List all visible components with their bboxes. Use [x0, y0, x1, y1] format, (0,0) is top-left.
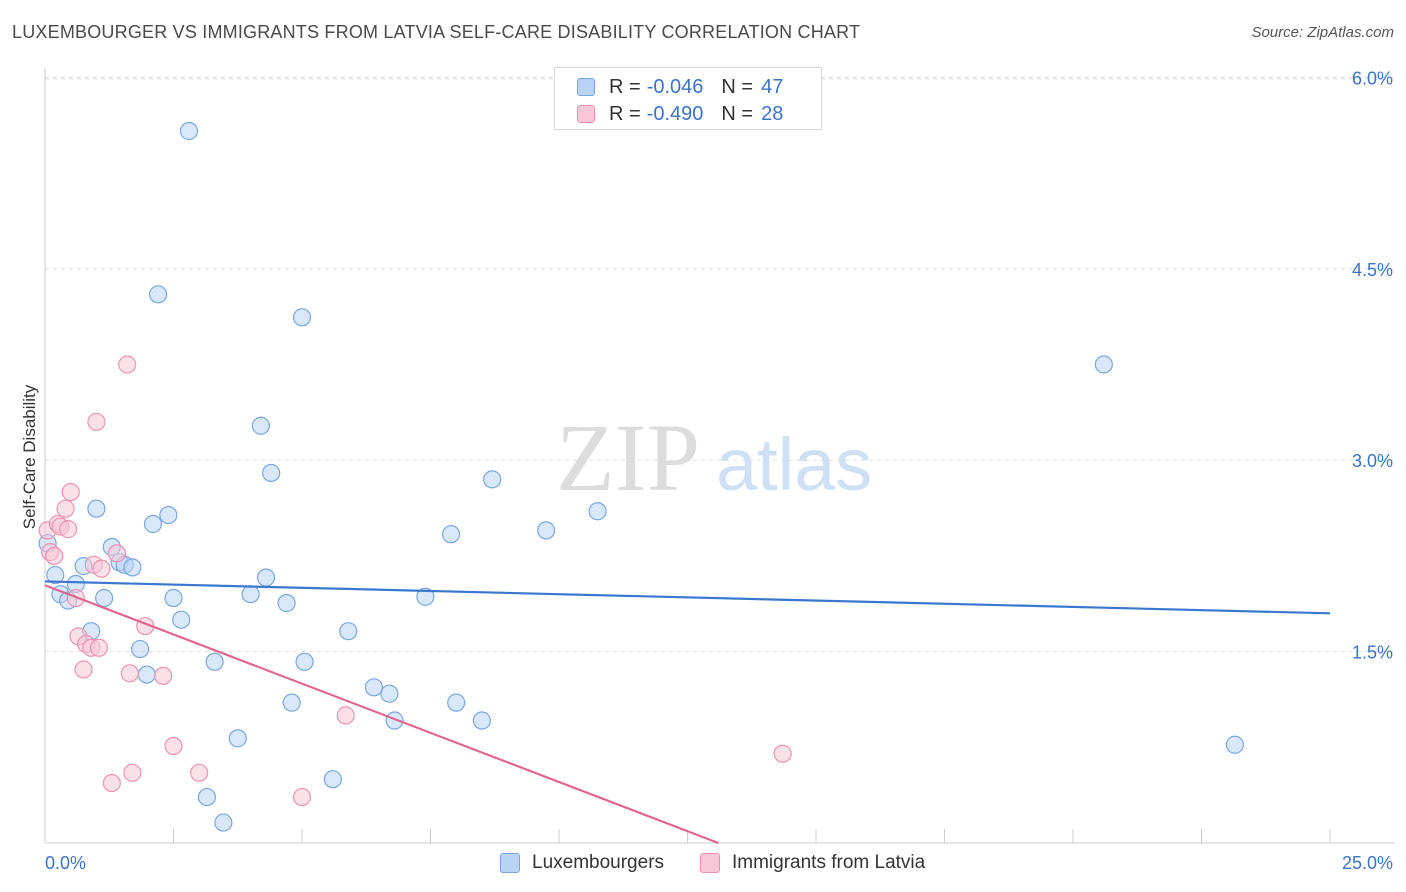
luxembourger-point: [256, 568, 276, 587]
latvia-point: [118, 355, 137, 374]
luxembourger-point: [143, 514, 163, 534]
series-legend-latvia[interactable]: Immigrants from Latvia: [700, 852, 925, 874]
legend-r-value: -0.046: [646, 75, 704, 98]
watermark-atlas: atlas: [716, 423, 872, 506]
x-tick-label-min: 0.0%: [45, 853, 86, 873]
luxembourger-point: [179, 121, 199, 141]
tick-labels: 1.5% 3.0% 4.5% 6.0% 0.0% 25.0%: [45, 68, 1393, 873]
luxembourger-point: [46, 565, 65, 585]
luxembourger-point: [441, 525, 461, 544]
legend-n-value: 28: [761, 102, 784, 125]
luxembourger-point: [588, 502, 607, 521]
y-axis-label: Self-Care Disability: [20, 384, 39, 529]
luxembourger-point: [130, 639, 150, 659]
watermark-zip: ZIP: [556, 404, 700, 511]
latvia-point: [336, 706, 355, 725]
luxembourger-point: [262, 463, 281, 483]
luxembourger-point: [172, 610, 191, 629]
source-label: Source: ZipAtlas.com: [1251, 24, 1394, 41]
legend-r-label: R =: [609, 75, 641, 98]
latvia-point: [59, 520, 78, 539]
legend-r-label: R =: [609, 102, 641, 125]
latvia-point: [87, 412, 106, 432]
luxembourger-point: [292, 308, 312, 327]
series-swatch-pink: [700, 853, 720, 873]
latvia-trend-line: [44, 584, 719, 845]
luxembourger-point: [295, 652, 314, 671]
luxembourger-point: [214, 813, 233, 832]
latvia-point: [74, 660, 93, 679]
latvia-point: [773, 744, 792, 763]
series-swatch-blue: [500, 853, 520, 873]
x-tick-label-max: 25.0%: [1342, 853, 1393, 873]
legend-n-label: N =: [721, 102, 754, 125]
luxembourger-point: [537, 521, 556, 540]
latvia-point: [190, 763, 209, 782]
y-tick-label: 3.0%: [1352, 451, 1393, 471]
latvia-point: [45, 546, 64, 566]
luxembourger-point: [339, 622, 358, 641]
y-tick-label: 1.5%: [1352, 643, 1393, 663]
series-legend-luxembourgers[interactable]: Luxembourgers: [500, 852, 664, 874]
chart-title: LUXEMBOURGER VS IMMIGRANTS FROM LATVIA S…: [12, 22, 861, 42]
luxembourger-point: [323, 770, 342, 789]
luxembourger-point: [123, 558, 142, 577]
luxembourger-point: [137, 665, 156, 684]
latvia-point: [120, 664, 139, 683]
series-legend: Luxembourgers Immigrants from Latvia: [0, 852, 1406, 876]
luxembourger-point: [251, 416, 270, 435]
luxembourger-point: [282, 693, 301, 712]
legend-r-value: -0.490: [646, 102, 704, 125]
series-legend-label: Luxembourgers: [532, 852, 665, 873]
legend-swatch-blue: [577, 78, 595, 96]
grid-lines: [45, 76, 1395, 653]
legend-n-value: 47: [761, 75, 784, 98]
y-tick-label: 4.5%: [1352, 260, 1393, 280]
luxembourger-point: [228, 729, 247, 748]
latvia-point: [56, 499, 75, 518]
luxembourger-point: [159, 505, 178, 525]
latvia-point: [92, 559, 111, 578]
luxembourger-point: [95, 588, 114, 608]
correlation-legend: R = -0.046 N = 47 R = -0.490 N = 28: [554, 67, 822, 130]
luxembourger-point: [380, 684, 399, 703]
luxembourger-point: [447, 693, 466, 712]
luxembourger-point: [416, 587, 435, 606]
latvia-point: [123, 763, 142, 782]
luxembourger-point: [1094, 355, 1113, 374]
luxembourger-point: [483, 470, 502, 489]
luxembourger-trend-line: [44, 580, 1331, 615]
legend-n-label: N =: [721, 75, 754, 98]
y-tick-label: 6.0%: [1352, 68, 1393, 88]
legend-row-luxembourgers: R = -0.046 N = 47: [577, 74, 783, 100]
luxembourger-point: [277, 594, 296, 613]
legend-swatch-pink: [577, 105, 595, 123]
legend-row-latvia: R = -0.490 N = 28: [577, 101, 783, 127]
latvia-point: [102, 773, 121, 793]
latvia-point: [61, 483, 80, 502]
luxembourger-point: [472, 711, 491, 730]
luxembourger-point: [364, 678, 384, 697]
trend-lines: [44, 580, 1331, 845]
luxembourger-point: [148, 285, 168, 304]
luxembourger-point: [197, 787, 217, 807]
luxembourger-point: [205, 652, 224, 671]
latvia-point: [292, 787, 312, 807]
series-legend-label: Immigrants from Latvia: [732, 852, 926, 873]
latvia-point: [107, 544, 127, 563]
luxembourger-point: [164, 588, 183, 608]
luxembourger-point: [1225, 735, 1245, 754]
latvia-point: [154, 666, 173, 685]
latvia-point: [89, 638, 109, 657]
latvia-point: [164, 736, 183, 756]
luxembourger-point: [87, 499, 106, 518]
luxembourger-point: [241, 585, 260, 604]
points: [38, 121, 1245, 832]
